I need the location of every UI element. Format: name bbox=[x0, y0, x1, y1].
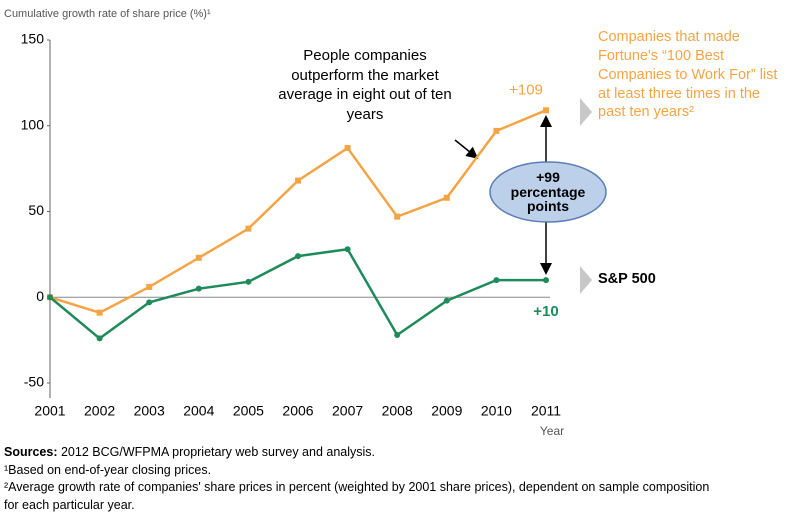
point bbox=[443, 194, 450, 201]
x-tick-label: 2002 bbox=[84, 403, 115, 419]
footnotes: Sources: 2012 BCG/WFPMA proprietary web … bbox=[4, 444, 794, 514]
point bbox=[146, 299, 153, 306]
x-tick-label: 2008 bbox=[382, 403, 413, 419]
annotation: +99 percentage points bbox=[510, 169, 586, 215]
x-tick-label: 2010 bbox=[481, 403, 512, 419]
y-tick-label: -50 bbox=[24, 374, 44, 390]
point bbox=[344, 246, 351, 253]
y-axis-label: Cumulative growth rate of share price (%… bbox=[4, 8, 211, 20]
sources-label: Sources: bbox=[4, 445, 58, 459]
point bbox=[245, 278, 252, 285]
x-tick-label: 2009 bbox=[431, 403, 462, 419]
legend-label: Companies that made Fortune's “100 Best … bbox=[598, 29, 778, 121]
x-axis-label: Year bbox=[540, 424, 564, 438]
annotation: People companies outperform the market a… bbox=[278, 47, 452, 123]
point bbox=[295, 177, 301, 184]
x-tick-label: 2007 bbox=[332, 403, 363, 419]
point bbox=[493, 127, 500, 134]
point bbox=[195, 285, 202, 292]
legend-pointer bbox=[580, 98, 592, 126]
point bbox=[543, 277, 549, 284]
y-tick-label: 100 bbox=[21, 116, 45, 132]
point bbox=[96, 309, 103, 316]
annotation-arrow bbox=[454, 139, 479, 159]
footnote: ²Average growth rate of companies' share… bbox=[4, 480, 710, 512]
y-tick-label: 0 bbox=[36, 288, 44, 304]
sources: Sources: 2012 BCG/WFPMA proprietary web … bbox=[4, 444, 794, 462]
point bbox=[543, 107, 549, 114]
difference-bubble bbox=[489, 161, 607, 223]
value-label: +10 bbox=[533, 303, 558, 320]
point bbox=[394, 331, 401, 338]
sources-text: 2012 BCG/WFPMA proprietary web survey an… bbox=[60, 445, 376, 459]
x-tick-label: 2003 bbox=[134, 403, 165, 419]
y-tick-label: 50 bbox=[28, 202, 44, 218]
x-tick-label: 2004 bbox=[183, 403, 214, 419]
series-line bbox=[49, 247, 546, 340]
point bbox=[96, 335, 103, 342]
x-tick-label: 2001 bbox=[34, 403, 65, 419]
point bbox=[245, 225, 252, 232]
point bbox=[295, 253, 301, 260]
point bbox=[195, 254, 202, 261]
point bbox=[443, 297, 450, 304]
x-tick-label: 2005 bbox=[233, 403, 264, 419]
legend-pointer bbox=[580, 266, 592, 294]
series-line bbox=[49, 109, 547, 315]
point bbox=[344, 145, 351, 152]
value-label: +109 bbox=[509, 81, 543, 98]
point bbox=[47, 294, 53, 301]
y-tick-label: 150 bbox=[21, 31, 45, 47]
footnote: ¹Based on end-of-year closing prices. bbox=[4, 462, 212, 477]
point bbox=[493, 277, 500, 284]
point bbox=[146, 283, 153, 290]
x-tick-label: 2006 bbox=[282, 403, 313, 419]
x-tick-label: 2011 bbox=[531, 403, 561, 419]
point bbox=[394, 213, 401, 220]
legend-label: S&P 500 bbox=[598, 271, 656, 287]
